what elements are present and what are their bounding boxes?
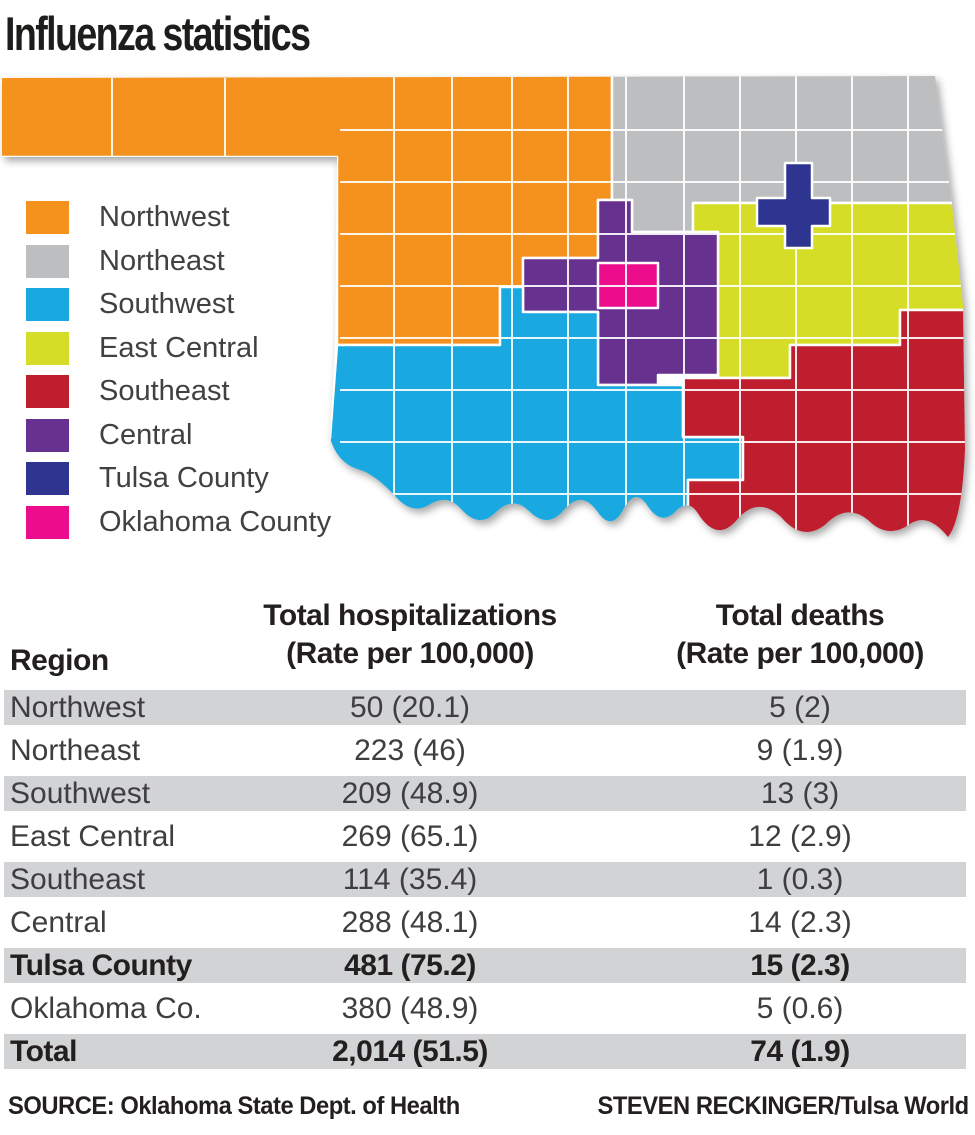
region-cell: Oklahoma Co. xyxy=(10,992,202,1025)
hospitalizations-cell: 50 (20.1) xyxy=(349,691,471,724)
table-row-total: Total 2,014 (51.5) 74 (1.9) xyxy=(4,1030,966,1073)
county-grid-lines xyxy=(111,76,965,537)
region-cell: Southeast xyxy=(10,863,146,896)
legend-item-oklahoma-county: Oklahoma County xyxy=(26,501,331,545)
map-region-tulsa-county xyxy=(755,161,832,250)
region-cell: East Central xyxy=(10,820,176,853)
region-cell: Northeast xyxy=(10,734,141,767)
table-row: Southwest 209 (48.9) 13 (3) xyxy=(4,772,966,815)
hospitalizations-cell: 223 (46) xyxy=(354,734,466,767)
region-cell: Northwest xyxy=(10,691,146,724)
deaths-cell: 15 (2.3) xyxy=(750,949,850,982)
region-cell: Tulsa County xyxy=(10,949,192,982)
tulsa-county-swatch xyxy=(26,462,69,496)
deaths-cell: 14 (2.3) xyxy=(748,906,852,939)
footer: SOURCE: Oklahoma State Dept. of Health S… xyxy=(0,1092,975,1126)
legend-item-tulsa-county: Tulsa County xyxy=(26,457,331,501)
region-cell: Southwest xyxy=(10,777,151,810)
legend-item-central: Central xyxy=(26,414,331,458)
legend-item-northeast: Northeast xyxy=(26,240,331,284)
deaths-cell: 13 (3) xyxy=(760,777,840,810)
table-row: Oklahoma Co. 380 (48.9) 5 (0.6) xyxy=(0,987,975,1030)
deaths-cell: 5 (0.6) xyxy=(756,992,844,1025)
east-central-swatch xyxy=(26,331,69,365)
deaths-header-line1: Total deaths xyxy=(715,599,885,632)
northeast-swatch xyxy=(26,244,69,278)
table-row: East Central 269 (65.1) 12 (2.9) xyxy=(0,815,975,858)
legend-item-northwest: Northwest xyxy=(26,196,331,240)
deaths-cell: 9 (1.9) xyxy=(756,734,844,767)
table-row-tulsa: Tulsa County 481 (75.2) 15 (2.3) xyxy=(4,944,966,987)
oklahoma-county-swatch xyxy=(26,505,69,539)
table-row: Northeast 223 (46) 9 (1.9) xyxy=(0,729,975,772)
oklahoma-map xyxy=(2,76,965,537)
legend-item-southeast: Southeast xyxy=(26,370,331,414)
table-row: Southeast 114 (35.4) 1 (0.3) xyxy=(4,858,966,901)
legend-item-southwest: Southwest xyxy=(26,283,331,327)
deaths-cell: 12 (2.9) xyxy=(748,820,852,853)
page-title: Influenza statistics xyxy=(5,7,311,60)
deaths-header-line2: (Rate per 100,000) xyxy=(676,637,924,670)
northwest-swatch xyxy=(26,201,69,235)
legend-label: Southwest xyxy=(99,288,235,321)
column-header-deaths: Total deaths (Rate per 100,000) xyxy=(620,597,975,673)
deaths-cell: 1 (0.3) xyxy=(756,863,844,896)
hospitalizations-cell: 380 (48.9) xyxy=(341,992,479,1025)
hospitalizations-cell: 288 (48.1) xyxy=(341,906,479,939)
hospitalizations-cell: 2,014 (51.5) xyxy=(332,1035,488,1068)
source-credit: SOURCE: Oklahoma State Dept. of Health xyxy=(8,1092,460,1120)
southeast-swatch xyxy=(26,375,69,409)
author-credit: STEVEN RECKINGER/Tulsa World xyxy=(597,1092,970,1120)
hospitalizations-cell: 269 (65.1) xyxy=(341,820,479,853)
map-legend: Northwest Northeast Southwest East Centr… xyxy=(26,196,331,544)
legend-label: Southeast xyxy=(99,375,230,408)
hospitalizations-cell: 114 (35.4) xyxy=(342,863,478,896)
table-header: Region Total hospitalizations (Rate per … xyxy=(0,595,975,686)
legend-label: Tulsa County xyxy=(99,462,269,495)
column-header-region: Region xyxy=(10,644,109,677)
column-header-hospitalizations: Total hospitalizations (Rate per 100,000… xyxy=(180,597,640,673)
legend-label: Oklahoma County xyxy=(99,505,332,538)
map-region-southeast xyxy=(681,308,965,537)
region-cell: Total xyxy=(10,1035,77,1068)
southwest-swatch xyxy=(26,288,69,322)
table-row: Northwest 50 (20.1) 5 (2) xyxy=(4,686,966,729)
deaths-cell: 74 (1.9) xyxy=(750,1035,850,1068)
hosp-header-line1: Total hospitalizations xyxy=(263,599,557,632)
legend-label: Central xyxy=(99,418,193,451)
region-cell: Central xyxy=(10,906,107,939)
deaths-cell: 5 (2) xyxy=(769,691,831,724)
legend-label: Northeast xyxy=(99,244,225,277)
hospitalizations-cell: 209 (48.9) xyxy=(341,777,479,810)
hospitalizations-cell: 481 (75.2) xyxy=(344,949,476,982)
hosp-header-line2: (Rate per 100,000) xyxy=(286,637,534,670)
legend-label: Northwest xyxy=(99,201,230,234)
stats-table: Region Total hospitalizations (Rate per … xyxy=(0,595,975,1073)
table-row: Central 288 (48.1) 14 (2.3) xyxy=(0,901,975,944)
legend-item-east-central: East Central xyxy=(26,327,331,371)
central-swatch xyxy=(26,418,69,452)
legend-label: East Central xyxy=(99,331,259,364)
